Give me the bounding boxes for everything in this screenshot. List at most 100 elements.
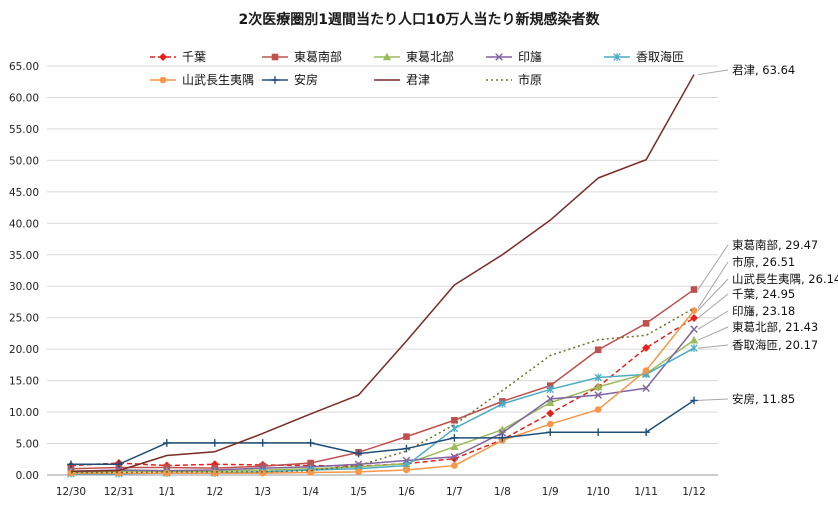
callout-leader-4 xyxy=(697,293,729,319)
legend-label-3: 印旛 xyxy=(518,49,542,64)
x-tick-label-5: 1/4 xyxy=(302,486,319,498)
series-0-point-10 xyxy=(546,409,555,418)
y-tick-label-3: 15.00 xyxy=(9,376,39,388)
series-6-point-9 xyxy=(498,434,507,442)
y-tick-label-1: 5.00 xyxy=(16,439,39,451)
legend-item-2: 東葛北部 xyxy=(374,49,454,64)
legend-item-8: 市原 xyxy=(486,72,542,87)
y-tick-label-5: 25.00 xyxy=(9,313,39,325)
series-6-point-4 xyxy=(258,439,267,447)
series-layer xyxy=(66,74,699,478)
series-3-point-9 xyxy=(498,429,507,437)
y-tick-label-9: 45.00 xyxy=(9,187,39,199)
series-4-point-11 xyxy=(594,373,602,382)
series-6-point-12 xyxy=(642,428,650,437)
callout-layer: 君津, 63.64 東葛南部, 29.47 市原, 26.51 山武長生夷隅, 26.… xyxy=(697,63,838,406)
series-6-point-1 xyxy=(115,460,123,469)
legend-label-4: 香取海匝 xyxy=(636,49,684,64)
series-2-point-10 xyxy=(546,398,555,406)
callout-leader-6 xyxy=(697,326,729,341)
series-5-point-13 xyxy=(690,307,698,314)
x-tick-label-11: 1/10 xyxy=(586,486,610,498)
series-6-point-5 xyxy=(306,439,315,447)
series-4-point-13 xyxy=(690,344,698,352)
legend-item-1: 東葛南部 xyxy=(262,49,342,64)
series-1-point-8 xyxy=(451,416,458,424)
callout-leader-1 xyxy=(697,244,729,290)
legend-label-5: 山武長生夷隅 xyxy=(182,72,254,87)
series-6-point-6 xyxy=(354,449,363,458)
series-1-point-11 xyxy=(594,346,602,354)
legend-label-1: 東葛南部 xyxy=(294,49,342,64)
callout-label-5: 印旛, 23.18 xyxy=(732,304,795,318)
legend-item-0: 千葉 xyxy=(150,50,206,64)
y-tick-label-6: 30.00 xyxy=(9,281,39,293)
x-tick-label-6: 1/5 xyxy=(350,486,367,498)
series-7-group xyxy=(70,74,695,472)
callout-label-2: 市原, 26.51 xyxy=(732,255,795,269)
series-5-point-3 xyxy=(211,469,219,477)
series-1-point-5 xyxy=(307,459,314,467)
x-tick-label-9: 1/8 xyxy=(494,486,511,498)
series-6-point-3 xyxy=(210,439,219,447)
y-axis: 0.00 5.00 10.00 15.00 20.00 25.00 30.00 35.00 40… xyxy=(9,61,39,482)
callout-leader-5 xyxy=(697,310,729,330)
series-6-point-10 xyxy=(546,428,555,437)
series-5-point-6 xyxy=(355,468,362,476)
series-5-point-8 xyxy=(451,462,458,469)
legend-item-5: 山武長生夷隅 xyxy=(150,72,254,87)
series-3-line xyxy=(70,328,695,472)
chart-title: 2次医療圏別1週間当たり人口10万人当たり新規感染者数 xyxy=(239,11,601,28)
legend-swatch-marker-2 xyxy=(382,52,392,61)
y-tick-label-2: 10.00 xyxy=(9,407,39,419)
legend-swatch-marker-4 xyxy=(613,53,621,61)
series-4-point-8 xyxy=(450,424,459,433)
callout-leader-7 xyxy=(697,344,729,349)
callout-leader-0 xyxy=(697,69,729,76)
legend-item-4: 香取海匝 xyxy=(604,49,684,64)
series-5-point-10 xyxy=(546,420,554,428)
series-1-point-12 xyxy=(642,320,650,327)
x-axis: 12/30 12/31 1/1 1/2 1/3 1/4 1/5 1/6 1/7 1/8 1/9 1/1… xyxy=(56,486,706,498)
y-tick-label-10: 50.00 xyxy=(9,155,39,167)
callout-leader-8 xyxy=(698,398,729,401)
series-2-point-8 xyxy=(450,442,459,450)
series-3-point-10 xyxy=(546,395,555,403)
legend-swatch-marker-3 xyxy=(495,53,503,61)
callout-label-6: 東葛北部, 21.43 xyxy=(732,320,818,334)
y-tick-label-11: 55.00 xyxy=(9,124,39,136)
callout-leader-3 xyxy=(697,278,729,311)
y-tick-label-0: 0.00 xyxy=(16,470,39,482)
series-3-point-8 xyxy=(450,452,459,461)
series-3-point-12 xyxy=(642,384,650,392)
y-tick-label-8: 40.00 xyxy=(9,218,39,230)
y-tick-label-13: 65.00 xyxy=(9,61,39,73)
y-tick-label-12: 60.00 xyxy=(9,92,39,104)
legend-swatch-marker-5 xyxy=(159,76,167,84)
series-4-point-9 xyxy=(498,400,507,408)
x-tick-label-2: 1/1 xyxy=(158,486,175,498)
legend-item-3: 印旛 xyxy=(486,49,542,64)
callout-label-1: 東葛南部, 29.47 xyxy=(732,238,818,252)
series-6-point-7 xyxy=(402,444,411,453)
series-5-line xyxy=(70,310,695,474)
series-7-line xyxy=(70,74,695,472)
legend-label-6: 安房 xyxy=(294,72,318,87)
x-tick-label-10: 1/9 xyxy=(542,486,559,498)
legend-item-7: 君津 xyxy=(374,73,430,87)
series-6-point-0 xyxy=(67,460,75,469)
x-tick-label-4: 1/3 xyxy=(254,486,271,498)
series-6-point-13 xyxy=(690,396,698,405)
series-4-point-10 xyxy=(546,385,555,394)
series-6-group xyxy=(67,396,698,469)
legend-swatch-marker-1 xyxy=(271,53,279,61)
legend-label-7: 君津 xyxy=(406,73,430,87)
y-tick-label-7: 35.00 xyxy=(9,250,39,262)
callout-label-8: 安房, 11.85 xyxy=(732,392,795,406)
series-3-point-11 xyxy=(594,391,602,399)
series-6-point-11 xyxy=(594,428,602,437)
x-tick-label-13: 1/12 xyxy=(682,486,706,498)
callout-label-0: 君津, 63.64 xyxy=(732,63,795,77)
